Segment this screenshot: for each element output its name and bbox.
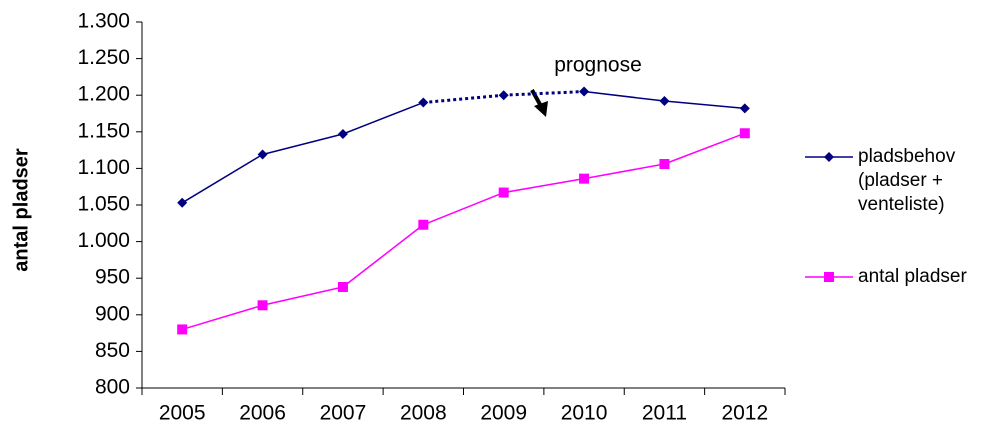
- data-point: [337, 281, 348, 292]
- x-tick-label: 2011: [642, 402, 687, 425]
- legend-marker: [824, 272, 834, 282]
- line-segment: [181, 304, 263, 331]
- y-tick-label: 1.000: [77, 229, 130, 252]
- line-segment: [503, 90, 585, 97]
- legend-label: antal pladser: [858, 266, 967, 287]
- annotation: prognose: [554, 54, 642, 77]
- data-point: [177, 197, 188, 208]
- line-segment: [423, 191, 504, 226]
- line-segment: [423, 93, 504, 105]
- line-segment: [583, 163, 665, 180]
- data-point: [498, 90, 509, 101]
- data-point: [418, 97, 429, 108]
- data-point: [418, 219, 429, 230]
- x-tick-label: 2009: [480, 402, 527, 425]
- line-segment: [503, 177, 585, 194]
- line-segment: [342, 101, 424, 135]
- data-point: [579, 173, 590, 184]
- data-point: [177, 324, 188, 335]
- line-segment: [583, 90, 665, 102]
- x-tick-label: 2005: [159, 402, 206, 425]
- x-tick-label: 2007: [320, 402, 367, 425]
- x-tick-label: 2006: [239, 402, 286, 425]
- x-tick-label: 2012: [721, 402, 768, 425]
- data-point: [739, 103, 750, 114]
- data-point: [659, 96, 670, 107]
- legend-label: pladsbehov (pladser + venteliste): [858, 146, 956, 215]
- y-tick-label: 850: [95, 339, 130, 362]
- line-segment: [181, 153, 263, 204]
- line-segment: [664, 100, 745, 110]
- data-point: [257, 149, 268, 160]
- data-point: [257, 300, 268, 311]
- x-tick-label: 2010: [561, 402, 608, 425]
- y-tick-label: 1.250: [77, 46, 130, 69]
- y-tick-label: 1.050: [77, 193, 130, 216]
- data-point: [337, 128, 348, 139]
- x-tick-label: 2008: [400, 402, 447, 425]
- line-segment: [262, 286, 344, 307]
- y-tick-label: 900: [95, 302, 130, 325]
- line-segment: [342, 224, 424, 288]
- line-segment: [664, 132, 746, 165]
- y-tick-label: 1.300: [77, 10, 130, 33]
- y-tick-label: 1.150: [77, 119, 130, 142]
- legend-marker: [824, 152, 834, 162]
- annotation-arrowhead: [534, 101, 548, 117]
- y-tick-label: 800: [95, 376, 130, 399]
- data-point: [739, 128, 750, 139]
- data-point: [659, 159, 670, 170]
- data-point: [579, 86, 590, 97]
- data-point: [498, 187, 509, 198]
- y-tick-label: 1.200: [77, 83, 130, 106]
- y-axis-label: antal pladser: [10, 148, 32, 272]
- line-segment: [262, 133, 344, 156]
- y-tick-label: 1.100: [77, 156, 130, 179]
- y-tick-label: 950: [95, 266, 130, 289]
